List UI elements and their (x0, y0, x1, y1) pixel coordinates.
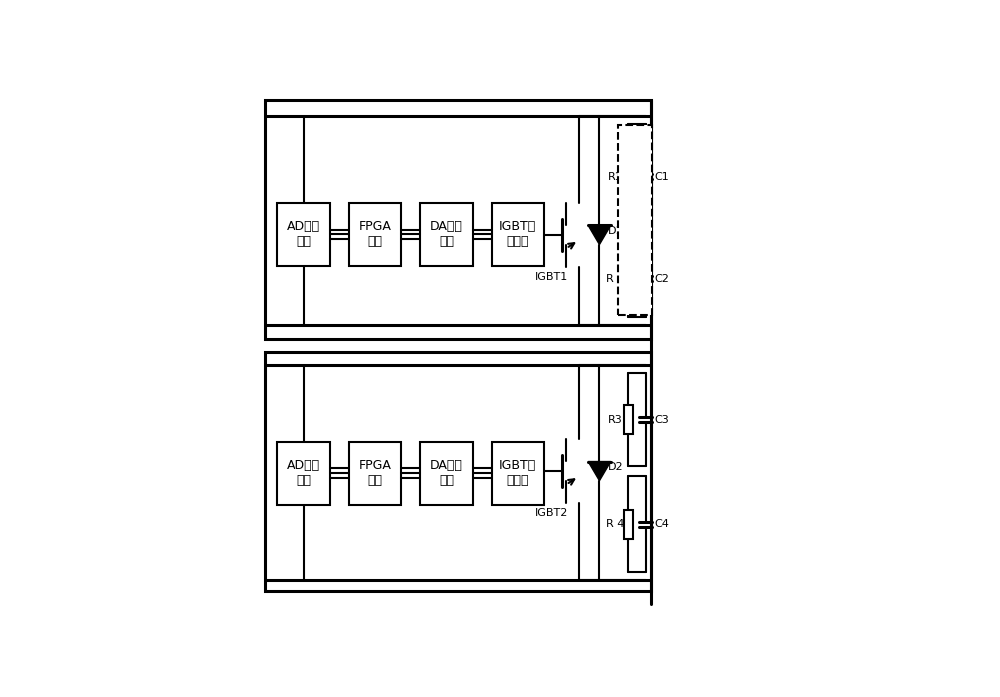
Text: IGBT驱
动电路: IGBT驱 动电路 (499, 459, 536, 487)
Bar (420, 203, 473, 266)
Text: IGBT1: IGBT1 (535, 272, 568, 282)
Text: R 4: R 4 (606, 519, 624, 529)
Bar (277, 203, 330, 266)
Text: FPGA
电路: FPGA 电路 (359, 220, 392, 248)
Polygon shape (588, 461, 611, 481)
Text: R3: R3 (608, 415, 622, 424)
Text: AD转换
电路: AD转换 电路 (287, 459, 320, 487)
Text: R 2: R 2 (606, 274, 624, 284)
Text: C1: C1 (654, 171, 669, 182)
Polygon shape (588, 225, 611, 245)
Text: D1: D1 (608, 226, 623, 236)
Text: IGBT2: IGBT2 (535, 508, 568, 518)
Bar (624, 405, 633, 434)
Bar (265, 100, 651, 339)
Bar (349, 442, 401, 505)
Bar (492, 442, 544, 505)
Text: D2: D2 (608, 462, 623, 472)
Bar (618, 125, 652, 316)
Text: AD转换
电路: AD转换 电路 (287, 220, 320, 248)
Text: IGBT驱
动电路: IGBT驱 动电路 (499, 220, 536, 248)
Text: DA转换
电路: DA转换 电路 (430, 459, 463, 487)
Bar (265, 352, 651, 591)
Text: C2: C2 (654, 274, 669, 284)
Text: FPGA
电路: FPGA 电路 (359, 459, 392, 487)
Text: C3: C3 (654, 415, 669, 424)
Bar (420, 442, 473, 505)
Bar (624, 510, 633, 539)
Text: DA转换
电路: DA转换 电路 (430, 220, 463, 248)
Text: R1: R1 (608, 171, 622, 182)
Bar (349, 203, 401, 266)
Bar (277, 442, 330, 505)
Text: C4: C4 (654, 519, 669, 529)
Bar (624, 264, 633, 293)
Bar (492, 203, 544, 266)
Bar (624, 162, 633, 192)
